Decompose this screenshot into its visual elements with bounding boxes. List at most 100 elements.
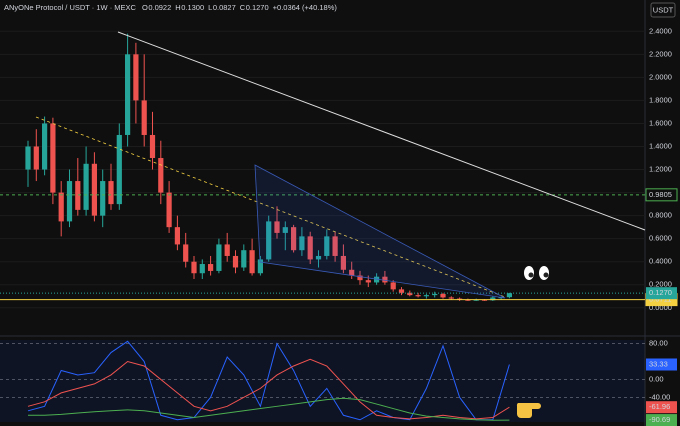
candle-body — [191, 261, 197, 274]
candle-body — [448, 297, 454, 299]
candle-body — [357, 275, 363, 281]
candle-body — [340, 255, 346, 270]
oscillator-line — [27, 340, 510, 421]
value-label: -90.69 — [649, 415, 670, 424]
candle-body — [33, 146, 39, 170]
value-label: -61.96 — [649, 402, 670, 411]
emoji-pupil — [543, 272, 549, 278]
candle-body — [440, 293, 446, 298]
value-badge — [646, 358, 677, 371]
y-tick-label: 0.00 — [649, 374, 664, 383]
y-tick-label: 0.8000 — [649, 211, 672, 220]
header-value: 0.0827 — [213, 3, 236, 12]
candle-body — [125, 54, 131, 135]
candle-body — [382, 276, 388, 283]
header-values: O 0.0922 H 0.1300 L 0.0827 C 0.1270 +0.0364 (+40… — [142, 3, 337, 12]
candle-body — [249, 250, 255, 274]
level-badge — [645, 188, 678, 202]
trendline — [117, 31, 646, 231]
candle-body — [257, 259, 263, 274]
candle-body — [481, 299, 488, 301]
y-tick-label: 0.6000 — [649, 234, 672, 243]
y-tick-label: 80.00 — [649, 339, 668, 348]
candle-body — [58, 192, 64, 222]
candle-body — [282, 227, 288, 233]
candle-body — [149, 134, 156, 159]
candle-body — [490, 297, 496, 301]
value-badge — [646, 401, 677, 414]
value-label: 33.33 — [649, 359, 668, 368]
candle-body — [473, 299, 479, 301]
last-price-label: 0.1270 — [649, 288, 672, 297]
candle-body — [208, 264, 214, 271]
candle-body — [315, 255, 322, 260]
last-price-badge — [646, 287, 677, 300]
candle-body — [158, 158, 164, 193]
y-tick-label: 1.2000 — [649, 165, 672, 174]
currency-button[interactable] — [650, 2, 676, 18]
candle-body — [174, 227, 180, 245]
chart-title: ANyONe Protocol / USDT · 1W · MEXC — [4, 3, 137, 12]
candle-body — [25, 146, 31, 170]
candle-body — [307, 236, 313, 260]
header-value: O — [142, 3, 148, 12]
header-value: H — [175, 3, 180, 12]
candle-body — [365, 280, 371, 283]
candle-body — [42, 123, 48, 170]
y-tick-label: 1.4000 — [649, 141, 672, 150]
candle-body — [274, 221, 280, 233]
y-tick-label: 1.8000 — [649, 95, 672, 104]
candle-body — [91, 163, 97, 216]
emoji-pupil — [528, 272, 534, 278]
value-badge — [646, 414, 677, 426]
candle-body — [141, 100, 147, 135]
header-value: 0.1300 — [181, 3, 204, 12]
y-tick-label: 0.4000 — [649, 257, 672, 266]
header-value: 0.0922 — [148, 3, 171, 12]
candle-body — [232, 255, 239, 268]
candle-body — [349, 269, 355, 276]
candle-body — [100, 181, 106, 216]
candle-body — [374, 276, 380, 283]
emoji-hand — [516, 403, 541, 418]
oscillator-pane — [0, 340, 645, 422]
candle-body — [133, 54, 139, 101]
candle-body — [390, 282, 396, 290]
oscillator-line — [28, 397, 510, 421]
candle-body — [291, 227, 297, 251]
candle-body — [407, 292, 413, 296]
candle-body — [83, 163, 89, 210]
candle-body — [224, 244, 230, 256]
header-value: C — [240, 3, 246, 12]
candle-body — [50, 123, 56, 193]
candle-body — [166, 192, 172, 228]
candle-body — [465, 299, 471, 301]
y-tick-label: 1.6000 — [649, 118, 672, 127]
candle-body — [66, 181, 73, 222]
y-tick-label: 2.4000 — [649, 26, 672, 35]
drawings — [35, 31, 646, 418]
candle-body — [299, 236, 305, 251]
header-value: +0.0364 (+40.18%) — [273, 3, 338, 12]
candle-body — [199, 264, 205, 274]
candle-body — [506, 293, 512, 298]
candle-body — [183, 244, 189, 262]
header-value: L — [208, 3, 212, 12]
candle-body — [266, 221, 272, 260]
candle-body — [241, 250, 247, 268]
candle-body — [415, 295, 421, 297]
level-label: 0.9805 — [649, 190, 672, 199]
candle-body — [75, 181, 81, 210]
candle-body — [398, 289, 405, 293]
y-tick-label: 0.0000 — [649, 303, 672, 312]
y-tick-label: 0.2000 — [649, 280, 672, 289]
oscillator-line — [27, 358, 510, 420]
candle-body — [116, 134, 122, 205]
candle-body — [332, 236, 338, 256]
currency[interactable]: USDT — [653, 5, 674, 14]
y-tick-label: -40.00 — [649, 392, 670, 401]
wedge — [254, 164, 506, 299]
candle-body — [216, 244, 222, 271]
header-value: 0.1270 — [246, 3, 269, 12]
